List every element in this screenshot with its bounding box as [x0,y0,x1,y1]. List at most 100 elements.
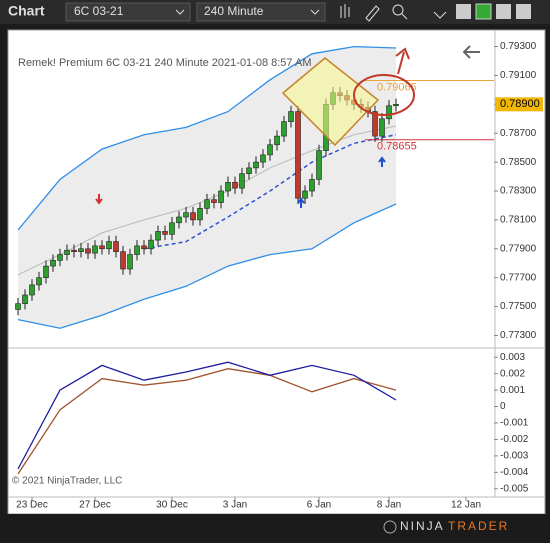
candle-body [50,260,56,267]
candle-body [197,208,203,221]
candle-body [211,199,217,203]
copyright: © 2021 NinjaTrader, LLC [12,476,122,487]
candle-body [190,212,196,221]
candle-body [218,190,224,203]
candle-body [99,245,105,250]
y-tick-label: 0.78100 [500,215,537,226]
macd-y-tick-label: 0.002 [500,368,525,379]
signal-arrow-up [297,197,305,208]
bars-icon[interactable] [340,4,350,18]
macd-y-tick-label: 0.001 [500,385,525,396]
plot: 0.79065 0.78655 0.79300 0.79100 0.78900 0.787… [15,41,543,511]
candle-body [15,303,21,310]
y-tick-label: 0.77500 [500,301,537,312]
drawn-rectangle[interactable] [281,57,380,147]
candle-body [267,144,273,156]
macd-y-tick-label: -0.003 [500,451,529,462]
y-tick-label: 0.77900 [500,243,537,254]
candle-body [134,245,140,255]
toolbar-icons [340,4,447,22]
close-button[interactable] [516,4,531,19]
window-button[interactable] [496,4,511,19]
y-tick-label: 0.79100 [500,70,537,81]
candle-body [246,167,252,174]
candle-body [169,222,175,235]
candle-body [176,216,182,224]
dropdown-caret [175,9,185,15]
drawn-arrow[interactable] [395,47,410,75]
candle-body [162,231,168,235]
candle-body [127,254,133,270]
upper-band [17,45,397,231]
candle-body [29,284,35,296]
candle-body [22,294,28,304]
candle-body [316,150,322,180]
zoom-icon[interactable] [392,4,404,16]
candle-body [148,239,154,250]
candle-body [372,111,378,137]
x-tick-label: 30 Dec [156,500,188,511]
signal-line [17,368,397,475]
macd-y-tick-label: 0.003 [500,352,525,363]
ema-line [143,133,397,250]
y-tick-label: 0.78500 [500,157,537,168]
candle-body [281,121,287,137]
candle-body [36,277,42,286]
macd-y-tick-label: -0.002 [500,434,529,445]
macd-y-tick-label: 0 [500,401,506,412]
window-button[interactable] [475,3,492,20]
macd-line [17,361,397,470]
y-tick-label: 0.77700 [500,272,537,283]
candle-body [155,231,161,241]
dropdown-caret [310,9,320,15]
y-tick-label: 0.79300 [500,41,537,52]
candle-body [120,251,126,270]
level-label: 0.79065 [377,81,417,93]
band-fill [18,46,396,329]
instrument-label: 6C 03-21 [74,4,124,18]
candle-body [274,135,280,146]
y-tick-label: 0.78700 [500,128,537,139]
brand-right: TRADER [448,519,509,533]
chart-title: Remek! Premium 6C 03-21 240 Minute 2021-… [18,57,312,69]
drawn-ellipse[interactable] [353,74,415,116]
instrument-dropdown[interactable] [65,2,191,22]
candle-body [183,212,189,218]
x-tick-label: 27 Dec [79,500,111,511]
signal-arrow-up [378,156,386,167]
candle-body [85,248,91,254]
zoom-handle [401,13,408,20]
candle-body [92,245,98,254]
interval-dropdown[interactable] [196,2,326,22]
candle-body [232,182,238,189]
candle-body [71,249,77,252]
footer [0,514,550,538]
candle-body [288,111,294,122]
candle-body [260,154,266,163]
brand-logo [383,520,397,534]
candle-body [295,111,301,199]
candle-body [113,241,119,252]
candle-body [386,105,392,120]
x-tick-label: 12 Jan [451,500,481,511]
candle-body [64,249,70,255]
x-tick-label: 8 Jan [377,500,401,511]
window-button[interactable] [456,4,471,19]
candle-body [253,161,259,169]
draw-icon[interactable] [365,5,380,22]
y-tick-label: 0.77300 [500,330,537,341]
back-arrow[interactable] [462,45,480,59]
y-tick-label: 0.78300 [500,186,537,197]
signal-arrow-down [95,194,103,205]
candle-body [379,118,385,137]
tab-label[interactable]: Chart [8,3,45,19]
macd-y-tick-label: -0.001 [500,418,529,429]
candle-body [302,190,308,199]
brand-left: NINJA [400,519,445,533]
lower-band [17,203,397,329]
interval-label: 240 Minute [204,4,264,18]
candle-body [43,265,49,278]
candle-body [239,173,245,189]
more-icon[interactable] [433,11,447,19]
